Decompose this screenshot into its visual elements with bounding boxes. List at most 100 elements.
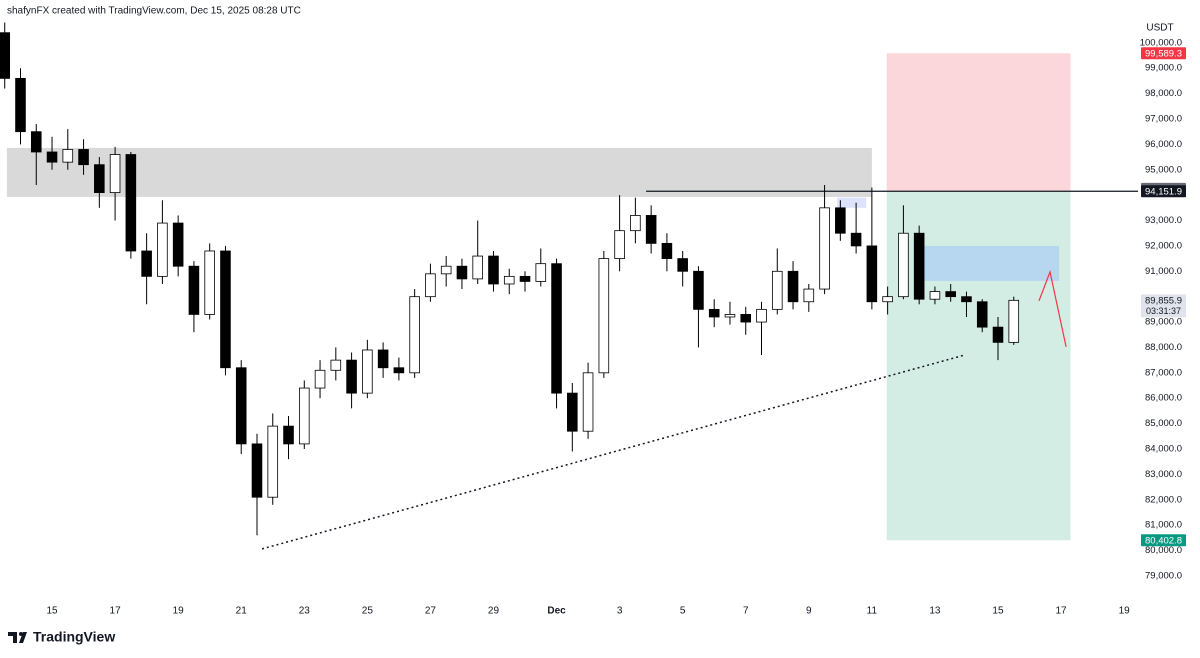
countdown: 03:31:37 [1146,306,1181,316]
candle-body [204,250,215,315]
candle-body [614,230,625,259]
candle-body [0,32,11,79]
candle-body [362,349,373,394]
price-label: 80,402.8 [1145,535,1182,546]
candle-body [913,232,925,300]
price-label-box [1141,294,1186,307]
y-tick-label: 84,000.0 [1145,443,1182,454]
candle-body [267,425,279,498]
candle-body [30,131,42,153]
candle-body [661,242,673,259]
candle-body [330,359,342,371]
candle-body [835,207,846,234]
y-tick-label: 81,000.0 [1145,520,1182,531]
candle-body [961,296,972,303]
candle-body [598,258,610,374]
candle-body [440,265,452,275]
price-label: 99,589.3 [1145,48,1182,59]
candle-body [346,359,357,394]
candle-body [220,250,231,369]
candle-body [141,250,152,277]
y-tick-label: 80,000.0 [1145,545,1182,556]
candle-body [645,215,657,244]
zone [886,53,1071,192]
candle-body [976,301,988,328]
x-tick-label: 29 [488,606,500,617]
candle-body [819,207,830,290]
price-label: 89,855.9 [1145,295,1182,306]
candle-body [803,288,815,303]
candle-body [409,296,420,374]
candle-body [519,275,531,282]
price-label-box [1141,185,1186,198]
x-tick-label: 5 [680,606,686,617]
x-tick-label: 25 [362,606,374,617]
x-tick-label: 13 [929,606,941,617]
candle-body [298,387,310,445]
credit: shafynFX created with TradingView.com, D… [7,6,301,17]
candle-body [551,263,562,394]
candle-body [251,443,263,498]
x-tick-label: 19 [173,606,185,617]
candle-body [693,270,704,310]
candle-body [503,275,515,285]
candle-body [850,232,862,247]
y-tick-label: 98,000.0 [1145,88,1182,99]
y-tick-label: 91,000.0 [1145,266,1182,277]
candle-body [929,291,941,300]
candle-body [125,154,137,252]
candle-body [235,367,247,445]
candle-body [866,245,878,303]
y-tick-label: 82,000.0 [1145,494,1182,505]
countdown-box [1141,306,1186,318]
logo-icon [8,632,27,643]
x-tick-label: 27 [425,606,437,617]
x-tick-label: 17 [110,606,122,617]
x-tick-label: 15 [992,606,1004,617]
candle-body [62,149,74,163]
y-tick-label: 86,000.0 [1145,393,1182,404]
candle-body [677,258,688,272]
y-tick-label: 95,000.0 [1145,164,1182,175]
y-tick-label: 100,000.0 [1140,37,1182,48]
y-tick-label: 93,000.0 [1145,215,1182,226]
currency: USDT [1146,23,1173,34]
plot-area [0,22,1138,550]
candle-body [740,314,752,323]
candle-body [472,255,484,280]
y-tick-label: 92,000.0 [1145,240,1182,251]
candle-body [708,308,720,318]
candle-body [567,392,578,432]
candle-body [771,270,783,310]
brand-logo [8,632,27,643]
candle-body [172,222,184,267]
candle-body [188,265,200,315]
zone [6,147,872,197]
y-tick-label: 97,000.0 [1145,114,1182,125]
candle-body [157,222,168,277]
y-tick-label: 88,000.0 [1145,342,1182,353]
candle-body [787,270,799,303]
y-tick-label: 96,000.0 [1145,139,1182,150]
x-tick-label: 11 [867,606,878,617]
candle-body [456,265,468,280]
candle-body [393,367,405,374]
candle-body [283,425,294,445]
y-tick-label: 83,000.0 [1145,469,1182,480]
y-tick-label: 99,000.0 [1145,63,1182,74]
zone [837,197,867,208]
candle-body [78,149,89,166]
price-label-box [1141,47,1186,60]
x-tick-label: 21 [236,606,248,617]
candle-body [488,255,499,285]
drawing-line [261,354,966,550]
candle-body [898,232,909,298]
candle-body [425,273,436,298]
y-tick-label: 85,000.0 [1145,418,1182,429]
candle-body [1008,299,1020,343]
candle-body [109,154,121,194]
axis-area: 15 17 19 21 23 25 27 29 Dec 3 5 7 9 11 13 15 17 19 79,000.… [46,37,1186,617]
price-label-box [1141,534,1186,547]
x-tick-label: 15 [46,606,58,617]
